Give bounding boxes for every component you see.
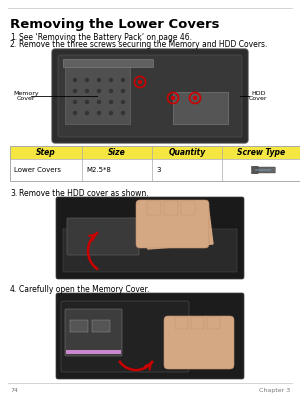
Circle shape	[85, 79, 88, 81]
FancyBboxPatch shape	[67, 218, 139, 255]
FancyBboxPatch shape	[207, 317, 220, 329]
Bar	[92, 320, 110, 332]
Circle shape	[74, 79, 76, 81]
Circle shape	[74, 89, 76, 92]
Bar	[65, 66, 130, 124]
Bar	[10, 159, 300, 181]
FancyBboxPatch shape	[181, 201, 195, 215]
Bar	[70, 320, 88, 332]
Text: Remove the HDD cover as shown.: Remove the HDD cover as shown.	[19, 189, 148, 198]
FancyBboxPatch shape	[136, 200, 209, 248]
Circle shape	[122, 100, 124, 103]
FancyBboxPatch shape	[175, 317, 188, 329]
Circle shape	[98, 111, 100, 115]
Bar	[173, 92, 228, 124]
Bar	[63, 229, 237, 272]
Text: 74: 74	[10, 388, 18, 393]
Text: Size: Size	[108, 148, 126, 157]
FancyBboxPatch shape	[56, 293, 244, 379]
Circle shape	[139, 81, 142, 84]
FancyBboxPatch shape	[147, 201, 161, 215]
Circle shape	[122, 89, 124, 92]
Bar	[10, 146, 300, 181]
FancyBboxPatch shape	[58, 55, 242, 137]
Bar	[66, 350, 121, 354]
Text: Carefully open the Memory Cover.: Carefully open the Memory Cover.	[19, 285, 149, 294]
Text: 2.: 2.	[10, 40, 17, 49]
Text: 1.: 1.	[10, 33, 17, 42]
FancyBboxPatch shape	[191, 317, 204, 329]
Text: Quantity: Quantity	[168, 148, 206, 157]
Text: M2.5*8: M2.5*8	[86, 167, 111, 173]
Circle shape	[98, 100, 100, 103]
Circle shape	[85, 100, 88, 103]
Text: Memory
Cover: Memory Cover	[13, 91, 39, 101]
Bar	[10, 146, 300, 159]
FancyBboxPatch shape	[251, 166, 258, 174]
Circle shape	[172, 97, 175, 100]
Text: Chapter 3: Chapter 3	[259, 388, 290, 393]
Text: Screw Type: Screw Type	[237, 148, 285, 157]
Text: Remove the three screws securing the Memory and HDD Covers.: Remove the three screws securing the Mem…	[19, 40, 267, 49]
Circle shape	[110, 100, 112, 103]
Circle shape	[194, 97, 196, 100]
Text: 3: 3	[156, 167, 160, 173]
Circle shape	[98, 89, 100, 92]
Polygon shape	[138, 204, 213, 249]
Circle shape	[122, 111, 124, 115]
Text: Lower Covers: Lower Covers	[14, 167, 61, 173]
FancyBboxPatch shape	[65, 309, 122, 356]
Circle shape	[74, 111, 76, 115]
Bar	[63, 59, 153, 67]
Circle shape	[110, 111, 112, 115]
Text: Removing the Lower Covers: Removing the Lower Covers	[10, 18, 220, 31]
Circle shape	[74, 100, 76, 103]
FancyBboxPatch shape	[164, 201, 178, 215]
FancyBboxPatch shape	[164, 316, 234, 369]
Circle shape	[98, 79, 100, 81]
Text: See ‘Removing the Battery Pack’ on page 46.: See ‘Removing the Battery Pack’ on page …	[19, 33, 192, 42]
Circle shape	[122, 79, 124, 81]
Circle shape	[110, 89, 112, 92]
FancyBboxPatch shape	[56, 197, 244, 279]
Text: 3.: 3.	[10, 189, 17, 198]
FancyBboxPatch shape	[52, 49, 248, 143]
Circle shape	[85, 89, 88, 92]
Text: Step: Step	[36, 148, 56, 157]
Bar	[255, 169, 271, 171]
Circle shape	[85, 111, 88, 115]
FancyBboxPatch shape	[61, 301, 189, 372]
Circle shape	[110, 79, 112, 81]
Text: 4.: 4.	[10, 285, 17, 294]
Text: HDD
Cover: HDD Cover	[249, 91, 268, 101]
FancyBboxPatch shape	[254, 167, 275, 173]
